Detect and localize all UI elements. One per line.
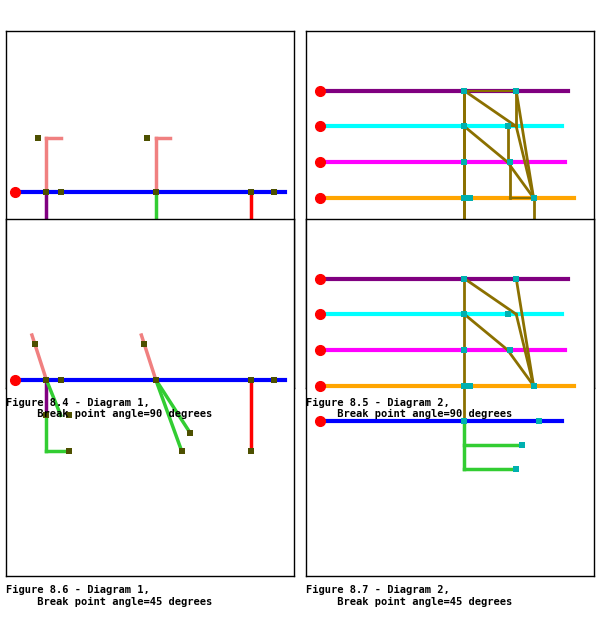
Text: Figure 8.6 - Diagram 1,
     Break point angle=45 degrees: Figure 8.6 - Diagram 1, Break point angl… bbox=[6, 585, 212, 607]
Text: Figure 8.7 - Diagram 2,
     Break point angle=45 degrees: Figure 8.7 - Diagram 2, Break point angl… bbox=[306, 585, 512, 607]
Text: Figure 8.5 - Diagram 2,
     Break point angle=90 degrees: Figure 8.5 - Diagram 2, Break point angl… bbox=[306, 398, 512, 419]
Text: Figure 8.4 - Diagram 1,
     Break point angle=90 degrees: Figure 8.4 - Diagram 1, Break point angl… bbox=[6, 398, 212, 419]
